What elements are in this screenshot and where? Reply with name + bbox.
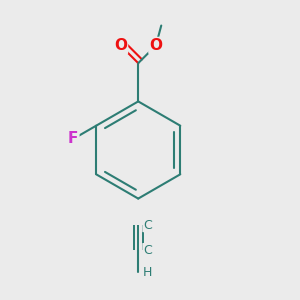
Text: F: F bbox=[68, 131, 78, 146]
Text: H: H bbox=[143, 266, 152, 279]
Text: C: C bbox=[143, 244, 152, 256]
Text: C: C bbox=[143, 219, 152, 232]
Text: O: O bbox=[149, 38, 162, 53]
Text: O: O bbox=[114, 38, 127, 53]
